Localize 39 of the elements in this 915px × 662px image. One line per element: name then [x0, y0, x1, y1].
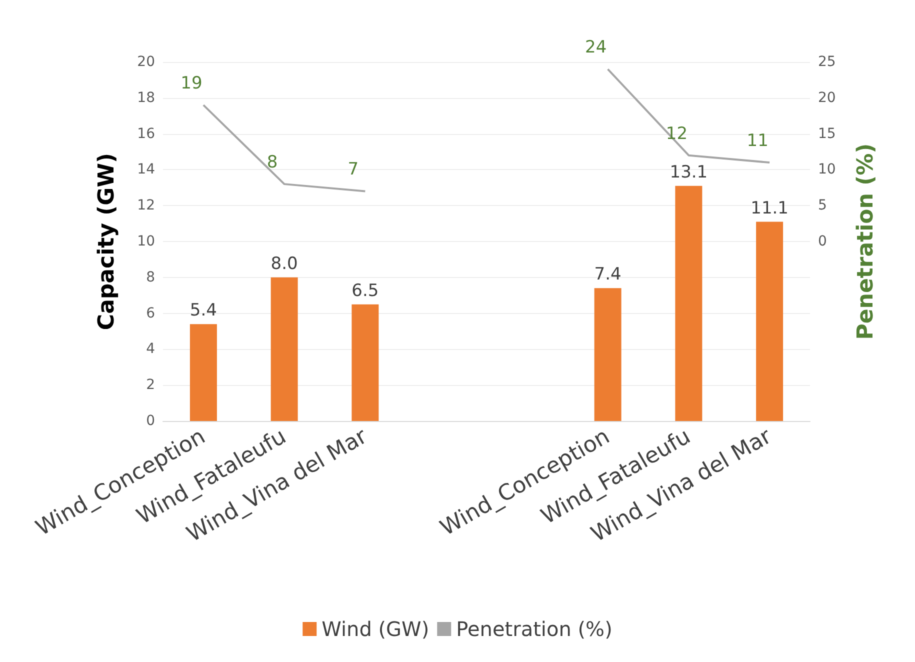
y-tick-label: 12	[137, 198, 155, 214]
y2-axis-title: Penetration (%)	[854, 143, 878, 340]
bar	[352, 304, 379, 421]
data-label: 12	[666, 124, 688, 144]
y2-tick-label: 20	[818, 90, 836, 106]
bar	[270, 277, 298, 421]
data-label: 5.4	[190, 300, 217, 321]
bar	[675, 186, 702, 421]
y-tick-label: 6	[146, 305, 156, 322]
bar	[756, 222, 784, 421]
bar	[190, 324, 217, 421]
y2-tick-label: 25	[818, 54, 836, 70]
y-axis-title: Capacity (GW)	[94, 152, 120, 330]
data-label: 8.0	[270, 254, 298, 274]
y-tick-label: 16	[137, 126, 156, 142]
y-tick-label: 20	[137, 54, 155, 70]
data-label: 7	[348, 160, 359, 180]
data-label: 19	[180, 74, 202, 94]
bar	[594, 288, 622, 421]
y-tick-label: 4	[146, 341, 156, 358]
y-tick-label: 18	[137, 90, 155, 106]
y-tick-label: 14	[137, 162, 156, 178]
data-label: 8	[266, 152, 278, 173]
y-tick-label: 8	[146, 269, 155, 286]
y2-tick-label: 0	[818, 234, 827, 250]
data-label: 7.4	[594, 264, 622, 285]
y2-tick-label: 15	[818, 126, 836, 142]
legend-label: Wind (GW)	[322, 617, 430, 641]
legend-label: Penetration (%)	[456, 617, 612, 641]
y-tick-label: 10	[137, 234, 155, 250]
y-tick-label: 0	[146, 413, 155, 429]
data-label: 11	[746, 131, 768, 152]
y-tick-label: 2	[146, 377, 155, 394]
data-label: 24	[584, 38, 607, 58]
data-label: 11.1	[750, 198, 788, 218]
data-label: 6.5	[352, 280, 379, 301]
y2-tick-label: 10	[818, 162, 836, 178]
data-label: 13.1	[670, 162, 708, 182]
y2-tick-label: 5	[818, 198, 827, 214]
